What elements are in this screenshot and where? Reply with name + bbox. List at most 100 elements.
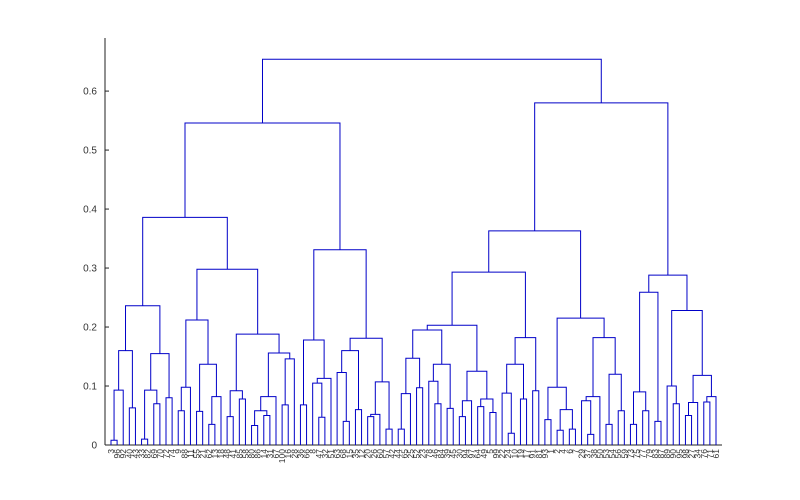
leaf-label: 75 xyxy=(632,449,642,459)
link xyxy=(226,416,234,445)
leaf-label: 35 xyxy=(350,449,360,459)
link xyxy=(342,420,350,445)
leaf-label: 82 xyxy=(143,449,153,459)
leaf-label: 28 xyxy=(289,449,299,459)
leaf-label: 63 xyxy=(332,449,342,459)
leaf-label: 9 xyxy=(173,449,183,454)
leaf-label: 41 xyxy=(228,449,238,459)
link xyxy=(703,401,711,445)
y-tick-label: 0.2 xyxy=(83,323,97,334)
link xyxy=(303,339,325,405)
link xyxy=(648,274,688,311)
link xyxy=(185,319,209,388)
leaf-label: 94 xyxy=(460,449,470,459)
link xyxy=(585,396,601,445)
leaf-label: 48 xyxy=(222,449,232,459)
leaf-label: 1 xyxy=(546,449,556,454)
leaf-label: 90 xyxy=(668,449,678,459)
leaf-label: 71 xyxy=(705,449,715,459)
leaf-label: 40 xyxy=(124,449,134,459)
leaf-label: 15 xyxy=(344,449,354,459)
link xyxy=(639,291,659,422)
leaf-label: 87 xyxy=(656,449,666,459)
leaf-label: 98 xyxy=(680,449,690,459)
leaf-label: 57 xyxy=(381,449,391,459)
leaf-label: 78 xyxy=(424,449,434,459)
leaf-label: 27 xyxy=(687,449,697,459)
link xyxy=(142,216,228,306)
link xyxy=(281,404,289,445)
leaf-label: 54 xyxy=(607,449,617,459)
leaf-label: 68 xyxy=(338,449,348,459)
link xyxy=(432,363,451,409)
link xyxy=(559,409,573,431)
leaf-label: 13 xyxy=(210,449,220,459)
leaf-label: 80 xyxy=(247,449,257,459)
y-tick-label: 0.5 xyxy=(83,146,97,157)
leaf-label: 44 xyxy=(393,449,403,459)
leaf-label: 97 xyxy=(467,449,477,459)
leaf-label: 65 xyxy=(399,449,409,459)
leaf-label: 14 xyxy=(259,449,269,459)
link xyxy=(568,428,576,445)
leaf-label: 43 xyxy=(130,449,140,459)
leaf-label: 76 xyxy=(699,449,709,459)
leaf-label: 70 xyxy=(155,449,165,459)
link xyxy=(581,400,592,445)
link xyxy=(507,432,515,445)
leaf-label: 84 xyxy=(436,449,446,459)
leaf-label: 42 xyxy=(387,449,397,459)
y-tick-label: 0.6 xyxy=(83,87,97,98)
leaf-label: 16 xyxy=(283,449,293,459)
leaf-label: 46 xyxy=(430,449,440,459)
leaf-label: 53 xyxy=(601,449,611,459)
leaf-label: 30 xyxy=(454,449,464,459)
leaf-label: 73 xyxy=(625,449,635,459)
leaf-label: 3 xyxy=(106,449,116,454)
leaf-label: 34 xyxy=(693,449,703,459)
leaf-label: 62 xyxy=(204,449,214,459)
leaf-label: 96 xyxy=(112,449,122,459)
leaf-label: 69 xyxy=(149,449,159,459)
link xyxy=(267,352,291,397)
link xyxy=(370,413,381,445)
leaf-label: 85 xyxy=(234,449,244,459)
leaf-label: 25 xyxy=(405,449,415,459)
y-tick-label: 0.1 xyxy=(83,382,97,393)
leaf-label: 56 xyxy=(613,449,623,459)
link xyxy=(400,393,411,445)
leaf-label: 86 xyxy=(253,449,263,459)
link xyxy=(501,392,512,445)
link xyxy=(367,416,375,445)
leaf-label: 50 xyxy=(595,449,605,459)
leaf-label: 24 xyxy=(503,449,513,459)
link xyxy=(354,409,363,445)
leaf-label: 11 xyxy=(185,449,195,458)
leaf-label: 12 xyxy=(357,449,367,459)
link xyxy=(211,396,222,445)
leaf-label: 67 xyxy=(271,449,281,459)
leaf-label: 32 xyxy=(320,449,330,459)
link xyxy=(489,412,497,445)
leaf-label: 79 xyxy=(644,449,654,459)
leaf-label: 83 xyxy=(650,449,660,459)
leaf-label: 19 xyxy=(515,449,525,459)
leaf-label: 89 xyxy=(662,449,672,459)
leaf-label: 64 xyxy=(473,449,483,459)
leaf-label: 36 xyxy=(295,449,305,459)
leaf-label: 18 xyxy=(216,449,226,459)
link xyxy=(587,433,595,445)
y-tick-label: 0 xyxy=(91,441,97,452)
leaf-label: 8 xyxy=(308,449,318,454)
leaf-label: 39 xyxy=(442,449,452,459)
leaf-label: 29 xyxy=(577,449,587,459)
leaf-label: 58 xyxy=(240,449,250,459)
leaf-label: 7 xyxy=(570,449,580,454)
link xyxy=(251,425,259,445)
leaf-label: 61 xyxy=(711,449,721,459)
leaf-label: 88 xyxy=(179,449,189,459)
leaf-label: 66 xyxy=(302,449,312,459)
y-tick-label: 0.4 xyxy=(83,205,97,216)
leaf-label: 37 xyxy=(583,449,593,459)
